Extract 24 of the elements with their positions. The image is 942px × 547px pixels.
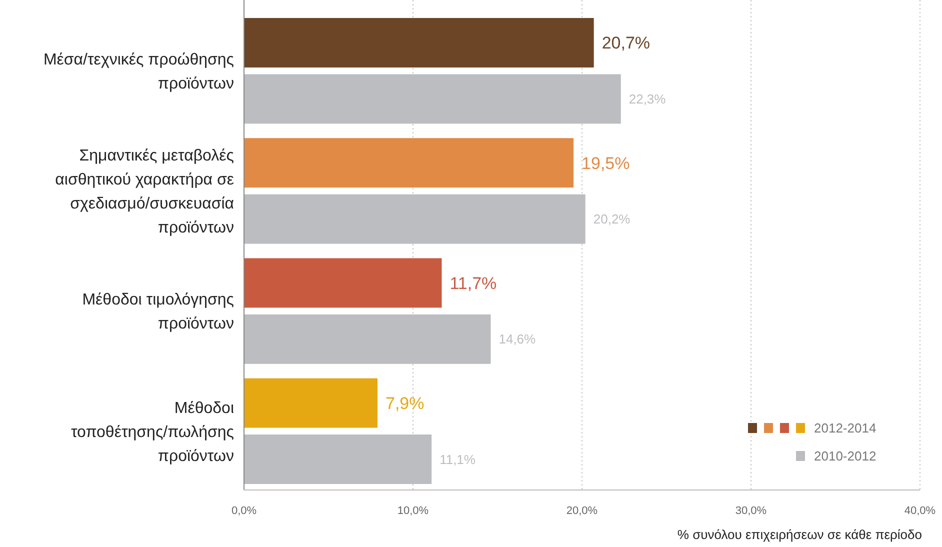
data-label: 19,5%: [582, 154, 630, 173]
x-tick-label: 20,0%: [566, 505, 598, 517]
data-label: 11,1%: [440, 452, 476, 467]
bar: [244, 18, 594, 68]
bar: [244, 138, 574, 188]
x-tick-label: 10,0%: [397, 505, 429, 517]
data-label: 22,3%: [628, 92, 666, 107]
x-axis-title: % συνόλου επιχειρήσεων σε κάθε περίοδο: [677, 527, 922, 542]
legend-label: 2012-2014: [814, 420, 876, 436]
y-tick-label: Σημαντικές μεταβολές αισθητικού χαρακτήρα σε σχεδιασμό/συσκευασία προϊόντων: [55, 148, 234, 237]
bar: [244, 378, 378, 428]
bar: [244, 258, 442, 308]
x-tick-label: 40,0%: [904, 505, 936, 517]
data-label: 11,7%: [450, 274, 497, 293]
y-tick-label: Μέθοδοι τοποθέτησης/πωλήσης προϊόντων: [70, 400, 234, 465]
data-label: 20,7%: [602, 34, 650, 53]
x-tick-label: 0,0%: [231, 505, 257, 517]
y-tick-label: Μέθοδοι τιμολόγησης προϊόντων: [82, 292, 234, 333]
x-tick-label: 30,0%: [735, 505, 767, 517]
data-label: 14,6%: [498, 332, 536, 347]
y-tick-label: Μέσα/τεχνικές προώθησης προϊόντων: [43, 51, 234, 92]
data-label: 20,2%: [593, 212, 631, 227]
legend-label: 2010-2012: [814, 448, 876, 464]
data-label: 7,9%: [386, 394, 424, 413]
